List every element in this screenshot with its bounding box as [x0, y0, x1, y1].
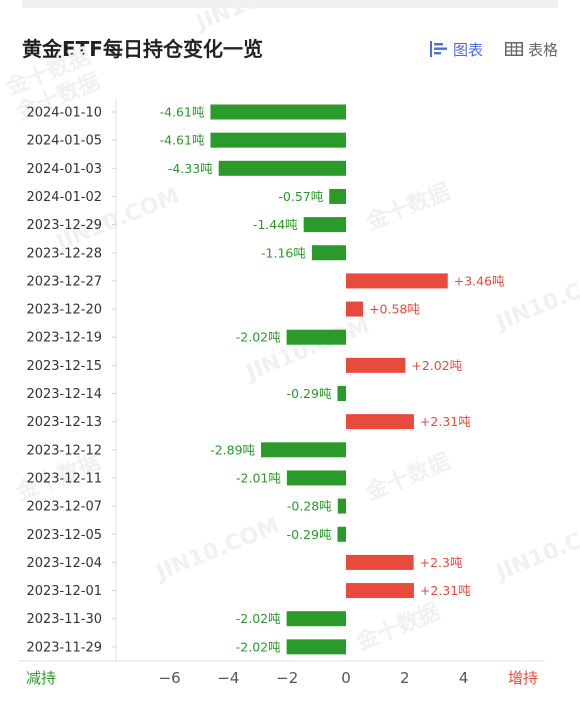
data-label: -2.89吨 [210, 442, 255, 457]
watermark-text: JIN10.COM [151, 513, 283, 586]
bar [346, 583, 414, 599]
chart-axes: 2024-01-10 2024-01-05 2024-01-03 2024-01-02… [18, 98, 545, 687]
data-label: -2.02吨 [236, 611, 281, 626]
chart-header: 黄金ETF每日持仓变化一览 图表 表格 [22, 34, 558, 64]
y-tick-label: 2023-11-30 [26, 612, 102, 627]
y-tick-label: 2024-01-03 [26, 162, 102, 177]
data-label: +2.31吨 [420, 583, 471, 598]
y-tick-label: 2023-12-12 [26, 443, 102, 458]
bar [329, 188, 346, 204]
legend-decrease: 减持 [26, 669, 56, 687]
chart-legend: 减持 增持 [26, 669, 538, 687]
page-title: 黄金ETF每日持仓变化一览 [22, 37, 263, 61]
chart-bars: -4.61吨 -4.61吨 -4.33吨 -0.57吨 -1.44吨 -1.16吨 +3.4… [160, 104, 505, 655]
tab-chart[interactable]: 图表 [429, 39, 483, 60]
y-tick-label: 2023-12-14 [26, 387, 102, 402]
data-label: +2.3吨 [420, 555, 463, 570]
bar [286, 639, 346, 655]
y-tick-label: 2024-01-02 [26, 190, 102, 205]
y-tick-label: 2023-12-28 [26, 246, 102, 261]
watermark-text: JIN10.COM [241, 313, 373, 386]
bar [218, 160, 346, 176]
x-tick-label: −2 [276, 669, 298, 687]
data-label: -2.02吨 [236, 330, 281, 345]
data-label: -4.61吨 [160, 133, 205, 148]
watermark-text: 金十数据 [362, 178, 454, 235]
legend-increase: 增持 [508, 669, 538, 687]
bar [311, 245, 346, 261]
bar [346, 301, 364, 317]
y-tick-label: 2023-12-15 [26, 359, 102, 374]
y-tick-label: 2023-12-27 [26, 274, 102, 289]
view-toggle: 图表 表格 [408, 34, 558, 64]
x-tick-label: −6 [159, 669, 181, 687]
data-label: -0.29吨 [287, 527, 332, 542]
bar [286, 470, 346, 486]
x-tick-label: 0 [341, 669, 351, 687]
tab-table-label: 表格 [527, 40, 558, 59]
data-label: -1.44吨 [253, 217, 298, 232]
data-label: +2.02吨 [411, 358, 462, 373]
y-tick-label: 2023-12-20 [26, 303, 102, 318]
bar [346, 273, 448, 289]
bar [337, 386, 346, 401]
bar [261, 442, 346, 458]
watermark-text: JIN10.COM [191, 0, 323, 36]
x-tick-label: −4 [217, 669, 239, 687]
watermark-text: 金十数据 [352, 598, 444, 655]
data-label: -2.02吨 [236, 639, 281, 654]
data-label: -4.61吨 [160, 105, 205, 120]
bar [303, 217, 346, 233]
data-label: +3.46吨 [454, 273, 505, 288]
bar [346, 414, 414, 430]
data-label: -4.33吨 [168, 161, 213, 176]
bar [346, 357, 406, 373]
y-tick-label: 2023-12-29 [26, 218, 102, 233]
bar-chart-icon [429, 41, 447, 57]
table-icon [504, 42, 523, 56]
watermark-text: 金十数据 [362, 448, 454, 505]
y-tick-label: 2023-12-04 [26, 556, 102, 571]
y-tick-label: 2023-12-05 [26, 528, 102, 543]
y-tick-label: 2023-12-13 [26, 415, 102, 430]
top-scroll-strip [22, 0, 558, 8]
y-tick-label: 2023-12-19 [26, 331, 102, 346]
y-tick-label: 2023-12-01 [26, 584, 102, 599]
y-tick-label: 2023-11-29 [26, 640, 102, 655]
y-tick-label: 2024-01-05 [26, 134, 102, 149]
bar [210, 104, 346, 120]
data-label: -0.28吨 [287, 499, 332, 514]
data-label: -0.29吨 [287, 386, 332, 401]
tab-table[interactable]: 表格 [504, 39, 558, 60]
bar [286, 611, 346, 627]
x-tick-label: 4 [459, 669, 469, 687]
data-label: -2.01吨 [236, 470, 281, 485]
watermark-text: JIN10.COM [491, 513, 580, 586]
y-tick-label: 2024-01-10 [26, 106, 102, 121]
y-tick-label: 2023-12-07 [26, 500, 102, 515]
bar [346, 554, 414, 570]
data-label: -1.16吨 [261, 245, 306, 260]
bar [337, 498, 346, 514]
y-tick-label: 2023-12-11 [26, 471, 102, 486]
bar [210, 132, 346, 148]
data-label: +2.31吨 [420, 414, 471, 429]
bar [286, 329, 346, 345]
x-tick-label: 2 [400, 669, 410, 687]
bar [337, 526, 346, 542]
tab-chart-label: 图表 [452, 40, 483, 59]
data-label: +0.58吨 [369, 302, 420, 317]
data-label: -0.57吨 [278, 189, 323, 204]
